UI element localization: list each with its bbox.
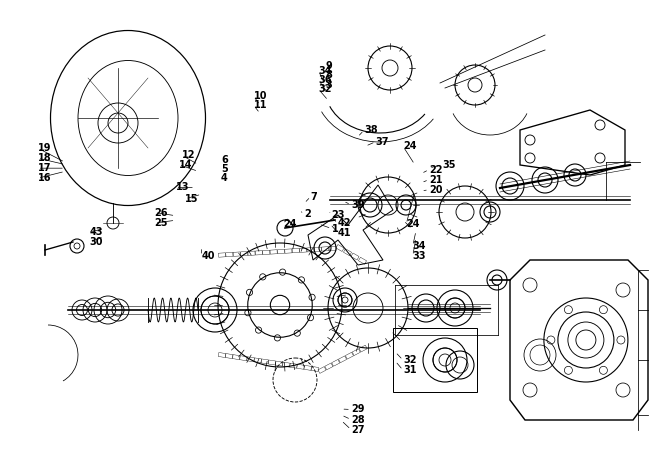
Text: 18: 18	[38, 153, 51, 163]
Text: 17: 17	[38, 163, 51, 173]
Text: 41: 41	[338, 228, 352, 238]
Text: 31: 31	[403, 365, 417, 375]
Text: 12: 12	[182, 150, 196, 160]
Text: 22: 22	[429, 165, 443, 175]
Text: 39: 39	[351, 200, 365, 210]
Text: 11: 11	[254, 100, 267, 110]
Text: 42: 42	[338, 218, 352, 228]
Text: 30: 30	[90, 237, 103, 247]
Text: 43: 43	[90, 227, 103, 237]
Text: 25: 25	[155, 218, 168, 228]
Text: 7: 7	[311, 191, 317, 202]
Text: 24: 24	[406, 219, 420, 229]
Text: 37: 37	[376, 137, 389, 147]
Text: 23: 23	[332, 210, 345, 220]
Text: 6: 6	[221, 155, 228, 165]
Text: 9: 9	[325, 61, 332, 71]
Text: 5: 5	[221, 164, 228, 174]
Text: 36: 36	[318, 75, 332, 85]
Text: 19: 19	[38, 143, 51, 153]
Text: 4: 4	[221, 173, 228, 183]
Text: 38: 38	[364, 125, 378, 135]
Text: 3: 3	[325, 80, 332, 90]
Text: 15: 15	[185, 194, 199, 204]
Text: 20: 20	[429, 185, 443, 195]
Text: 40: 40	[202, 251, 215, 261]
Text: 34: 34	[413, 241, 426, 251]
Text: 2: 2	[304, 209, 311, 219]
Text: 14: 14	[179, 159, 192, 170]
Text: 10: 10	[254, 91, 267, 101]
Text: 28: 28	[351, 414, 365, 425]
Text: 21: 21	[429, 175, 443, 185]
Text: 24: 24	[403, 141, 417, 151]
Text: 29: 29	[351, 404, 365, 414]
Text: 26: 26	[155, 207, 168, 218]
Text: 24: 24	[283, 219, 296, 229]
Text: 34: 34	[318, 66, 332, 76]
Text: 16: 16	[38, 173, 51, 183]
Text: 33: 33	[413, 251, 426, 261]
Text: 1: 1	[332, 223, 338, 234]
Text: 32: 32	[403, 355, 417, 365]
Text: 27: 27	[351, 425, 365, 435]
Text: 35: 35	[442, 159, 456, 170]
Text: 13: 13	[176, 182, 189, 192]
Text: 8: 8	[325, 70, 332, 80]
Text: 32: 32	[318, 84, 332, 94]
